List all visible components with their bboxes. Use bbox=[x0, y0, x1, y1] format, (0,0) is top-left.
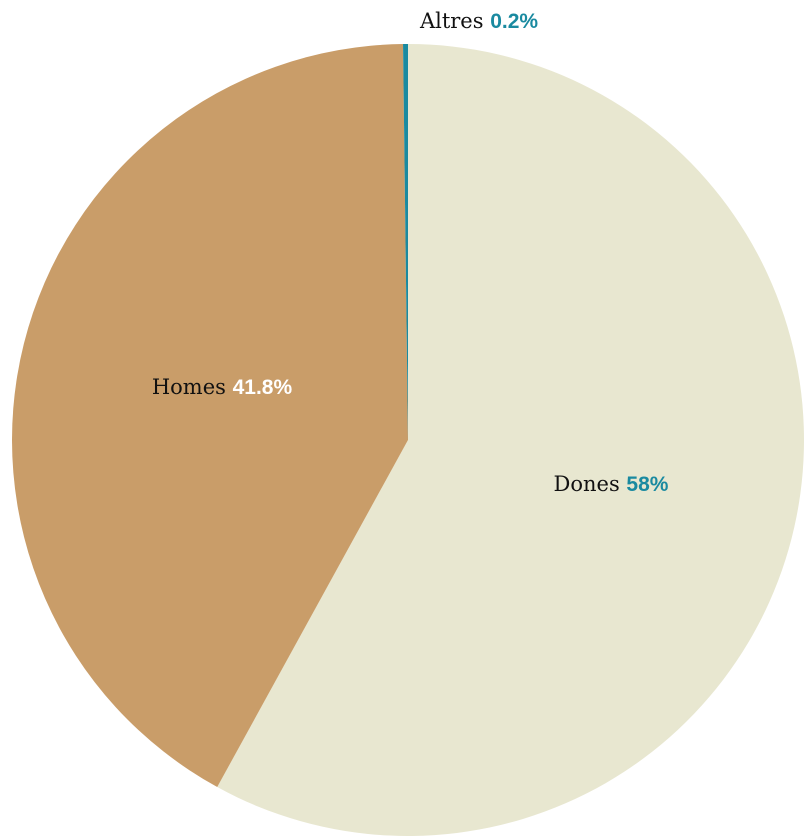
pie-labels: Dones 58% Homes 41.8% Altres 0.2% bbox=[152, 9, 669, 496]
slice-label-value: 41.8% bbox=[233, 376, 293, 399]
slice-label-homes: Homes 41.8% bbox=[152, 375, 293, 399]
pie-slice-altres bbox=[403, 43, 408, 440]
slice-label-name: Dones bbox=[554, 472, 627, 496]
slice-label-value: 0.2% bbox=[490, 10, 538, 33]
slice-label-name: Altres bbox=[419, 9, 490, 33]
slice-label-value: 58% bbox=[626, 473, 668, 496]
slice-label-altres: Altres 0.2% bbox=[419, 9, 538, 33]
pie-slice-dones bbox=[217, 44, 804, 836]
slice-label-dones: Dones 58% bbox=[554, 472, 669, 496]
slice-label-name: Homes bbox=[152, 375, 233, 399]
pie-slices bbox=[11, 43, 804, 836]
pie-slice-homes bbox=[11, 44, 408, 788]
